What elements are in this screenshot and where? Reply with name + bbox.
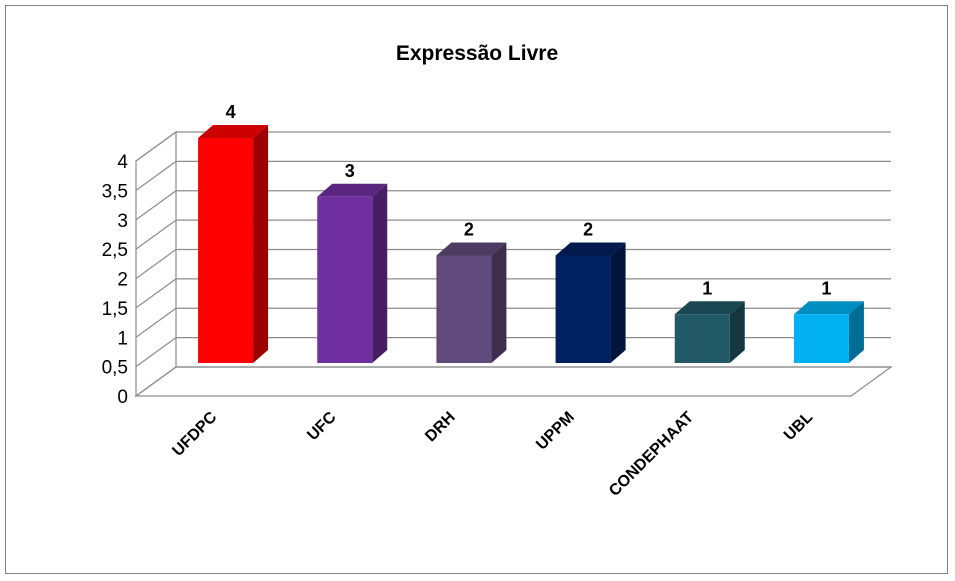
- data-label: 3: [345, 161, 355, 181]
- y-axis-ticks: 0 0,5 1 1,5 2 2,5 3 3,5 4: [102, 152, 129, 408]
- bar-side: [491, 242, 507, 363]
- bar-side: [372, 183, 388, 363]
- data-label: 2: [583, 220, 593, 240]
- bar-front: [198, 138, 254, 363]
- x-tick-label: UFDPC: [169, 408, 220, 459]
- bar-front: [674, 314, 730, 363]
- bar-side: [610, 242, 626, 363]
- y-tick-label: 1,5: [102, 299, 128, 320]
- y-tick-label: 3: [117, 211, 128, 232]
- y-tick-label: 2,5: [102, 240, 128, 261]
- x-tick-label: CONDEPHAAT: [606, 409, 697, 500]
- y-tick-label: 3,5: [102, 181, 128, 202]
- bar-chart: Expressão Livre 0 0,5 1 1,5 2 2,5 3 3,5 4 4 3 2 2 1 1…: [102, 42, 893, 500]
- floor: [134, 366, 893, 397]
- bar: [317, 183, 388, 363]
- bar: [555, 242, 626, 363]
- gridline: [135, 248, 891, 279]
- bars: [198, 125, 864, 363]
- gridline: [135, 190, 891, 221]
- x-tick-label: UPPM: [533, 409, 578, 454]
- bar-side: [729, 301, 745, 363]
- gridline: [135, 131, 891, 162]
- x-axis-labels: UFDPC UFC DRH UPPM CONDEPHAAT UBL: [169, 408, 816, 499]
- y-tick-label: 4: [117, 152, 128, 173]
- y-tick-label: 0,5: [102, 358, 128, 379]
- gridline: [135, 337, 891, 368]
- y-tick-label: 0: [117, 387, 128, 408]
- bar-front: [555, 255, 611, 363]
- data-label: 1: [821, 278, 831, 298]
- bar-top: [317, 183, 388, 197]
- bar-top: [674, 301, 745, 315]
- data-label: 1: [702, 278, 712, 298]
- gridline: [135, 366, 891, 397]
- bar: [198, 125, 269, 363]
- bar-front: [317, 196, 373, 363]
- gridline: [135, 219, 891, 250]
- x-tick-label: DRH: [422, 409, 459, 446]
- chart-title: Expressão Livre: [396, 42, 558, 65]
- x-tick-label: UBL: [781, 409, 816, 444]
- gridline: [135, 160, 891, 191]
- data-label: 4: [226, 102, 236, 122]
- bar-side: [848, 301, 864, 363]
- bar-top: [436, 242, 507, 256]
- bar-side: [253, 125, 269, 363]
- gridline: [135, 307, 891, 338]
- x-tick-label: UFC: [304, 408, 340, 444]
- bar: [436, 242, 507, 363]
- bar: [674, 301, 745, 363]
- bar-top: [198, 125, 269, 138]
- bar-top: [555, 242, 626, 256]
- data-labels: 4 3 2 2 1 1: [226, 102, 832, 298]
- chart-frame: Expressão Livre 0 0,5 1 1,5 2 2,5 3 3,5 4 4 3 2 2 1 1…: [5, 5, 948, 574]
- y-tick-label: 2: [117, 270, 128, 291]
- y-tick-label: 1: [117, 328, 128, 349]
- gridlines: [135, 131, 891, 397]
- bar: [793, 301, 864, 363]
- data-label: 2: [464, 220, 474, 240]
- gridline: [135, 278, 891, 309]
- bar-front: [793, 314, 849, 363]
- bar-top: [793, 301, 864, 315]
- bar-front: [436, 255, 492, 363]
